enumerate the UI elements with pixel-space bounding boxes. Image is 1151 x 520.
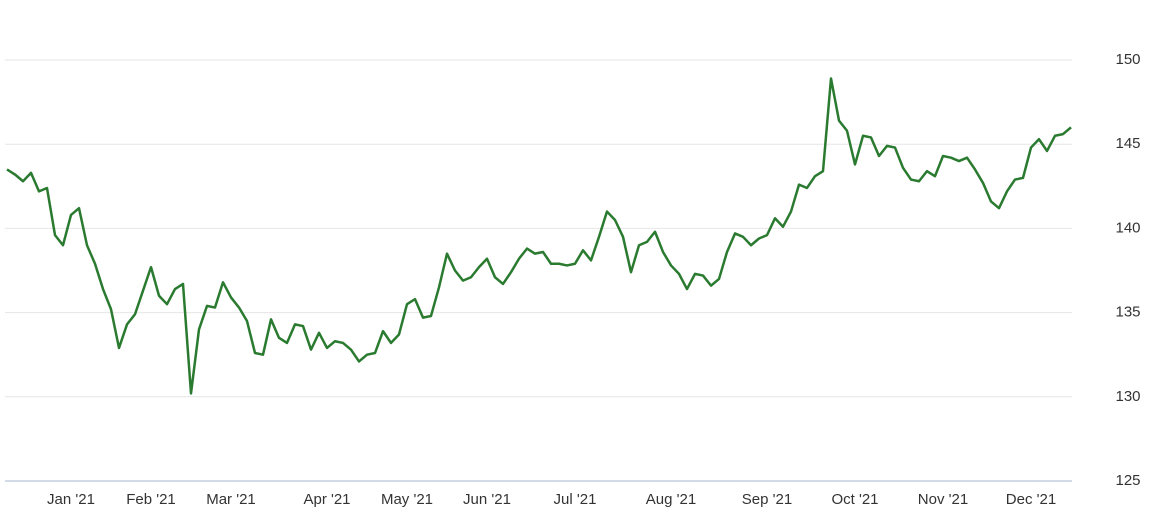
y-tick-label: 145	[1115, 135, 1140, 152]
x-tick-label: Sep '21	[742, 491, 792, 508]
x-tick-label: May '21	[381, 491, 433, 508]
x-tick-label: Aug '21	[646, 491, 696, 508]
x-tick-label: Nov '21	[918, 491, 968, 508]
x-tick-label: Apr '21	[303, 491, 350, 508]
x-tick-label: Jan '21	[47, 491, 95, 508]
x-tick-label: Feb '21	[126, 491, 176, 508]
y-tick-label: 150	[1115, 51, 1140, 68]
price-line	[6, 77, 1072, 395]
y-tick-label: 140	[1115, 219, 1140, 236]
x-tick-label: Jun '21	[463, 491, 511, 508]
y-tick-label: 125	[1115, 472, 1140, 489]
x-tick-label: Jul '21	[554, 491, 597, 508]
y-tick-label: 130	[1115, 388, 1140, 405]
x-tick-label: Mar '21	[206, 491, 256, 508]
x-tick-label: Oct '21	[831, 491, 878, 508]
x-tick-label: Dec '21	[1006, 491, 1056, 508]
y-tick-label: 135	[1115, 304, 1140, 321]
